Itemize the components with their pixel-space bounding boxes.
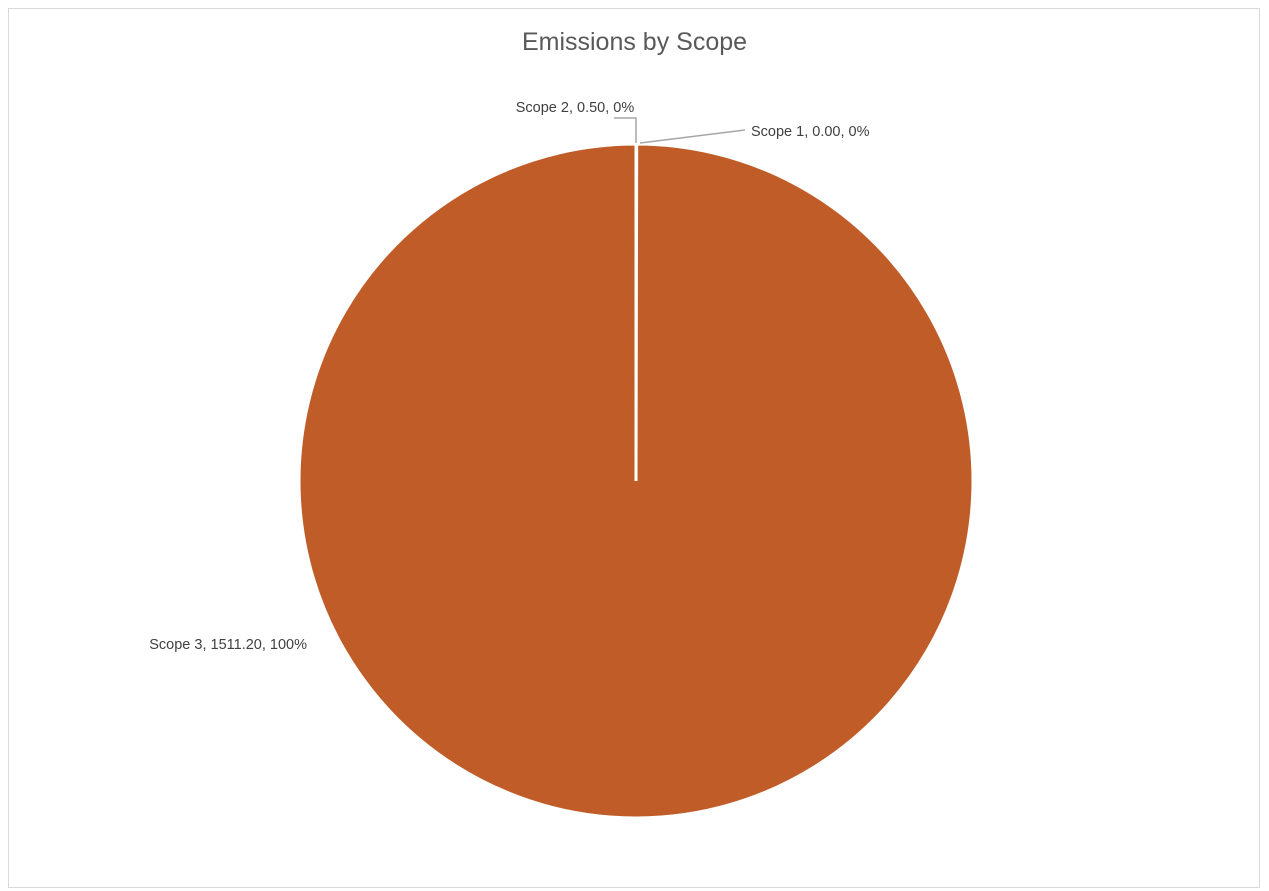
leader-line-scope-1 [639,129,746,144]
data-label-scope-2: Scope 2, 0.50, 0% [516,100,635,116]
leader-line-scope-2 [614,117,637,143]
chart-title: Emissions by Scope [521,28,748,56]
pie-slices [297,142,975,820]
data-label-scope-3: Scope 3, 1511.20, 100% [149,637,307,653]
data-label-scope-1: Scope 1, 0.00, 0% [751,124,870,140]
data-labels: Scope 1, 0.00, 0% Scope 2, 0.50, 0% Scope … [149,100,869,653]
leader-lines [614,117,746,144]
pie-slice-scope-3 [297,142,975,820]
